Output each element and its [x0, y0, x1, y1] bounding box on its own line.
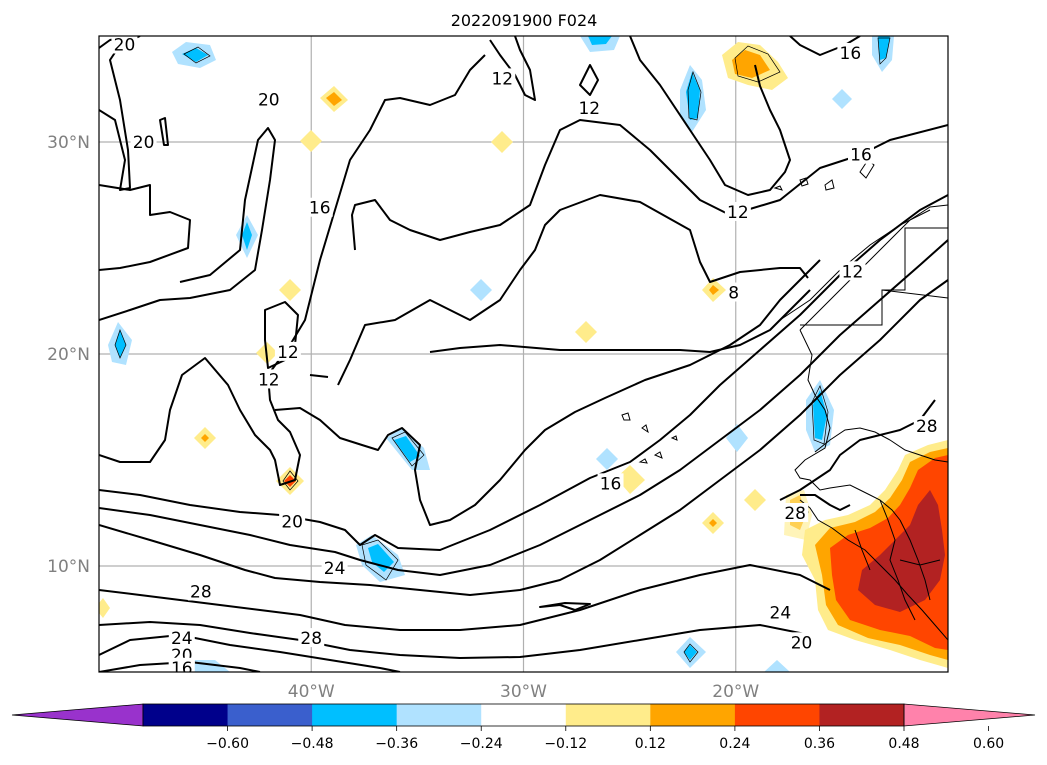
colorbar-tick-label-2: −0.36 [375, 736, 418, 752]
contour-label-bg-9 [839, 261, 866, 281]
colorbar-segment-8 [819, 704, 905, 726]
contour-label-3: 12 [491, 69, 513, 89]
contour-label-bg-14 [913, 416, 940, 436]
contour-label-bg-11 [274, 341, 301, 361]
colorbar-extend-high [903, 703, 1036, 727]
contour-label-bg-21 [298, 628, 325, 648]
contour-label-11: 12 [277, 343, 299, 363]
colorbar-tick-label-3: −0.24 [460, 736, 503, 752]
contour-label-bg-15 [279, 511, 306, 531]
colorbar-tick-label-9: 0.60 [973, 736, 1004, 752]
colorbar-tick-label-4: −0.12 [544, 736, 587, 752]
contour-label-bg-5 [837, 42, 864, 62]
shading-outlines [114, 37, 891, 663]
colorbar-tick-label-5: 0.12 [635, 736, 666, 752]
contour-label-bg-24 [168, 657, 195, 672]
map-panel: 20 20 20 12 12 16 16 12 16 12 8 12 12 16 28 20 28 24 28 24 2… [47, 35, 949, 702]
contour-label-16: 28 [784, 504, 806, 524]
contour-label-bg-10 [726, 282, 742, 302]
contour-label-bg-2 [255, 89, 282, 109]
contour-label-bg-7 [724, 201, 751, 221]
colorbar-segment-6 [650, 704, 736, 726]
contour-label-19: 24 [770, 604, 792, 624]
contour-label-21: 28 [300, 629, 322, 649]
contour-label-bg-16 [782, 503, 809, 522]
contour-label-8: 16 [309, 199, 331, 219]
colorbar-segment-7 [734, 704, 820, 726]
chart-title: 2022091900 F024 [451, 11, 598, 30]
contour-label-0: 20 [114, 35, 136, 55]
contour-label-bg-4 [576, 98, 603, 118]
contour-label-bg-12 [255, 369, 282, 389]
map-frame [98, 35, 949, 673]
colorbar-tick-label-7: 0.36 [804, 736, 835, 752]
contour-label-20: 24 [171, 629, 193, 649]
contour-label-bg-20 [168, 628, 195, 648]
contour-label-10: 8 [728, 284, 739, 304]
contour-label-13: 16 [600, 474, 622, 494]
colorbar-segment-1 [227, 704, 313, 726]
lat-tick-label-2: 10°N [47, 557, 90, 577]
contour-label-bg-3 [489, 68, 516, 88]
colorbar-segment-2 [312, 704, 398, 726]
lon-tick-label-2: 20°W [712, 682, 759, 702]
contour-label-7: 12 [727, 203, 749, 223]
colorbar-segment-0 [143, 704, 229, 726]
colorbar-segment-3 [396, 704, 482, 726]
longitude-labels: 40°W 30°W 20°W [288, 682, 760, 702]
lat-tick-label-0: 30°N [47, 133, 90, 153]
lon-tick-label-1: 30°W [500, 682, 547, 702]
coastlines [621, 159, 948, 641]
contour-label-bg-1 [130, 132, 157, 151]
lon-tick-label-0: 40°W [288, 682, 335, 702]
contour-label-17: 24 [324, 559, 346, 579]
contour-label-bg-13 [597, 473, 624, 493]
contour-label-bg-19 [767, 602, 794, 622]
contour-label-1: 20 [133, 133, 155, 153]
shade-region-darkred [858, 490, 945, 612]
contour-labels: 20 20 20 12 12 16 16 12 16 12 8 12 12 16 28 20 28 24 28 24 2… [111, 35, 940, 679]
contour-label-bg-18 [187, 581, 214, 601]
colorbar-outline [142, 703, 905, 727]
contour-label-4: 12 [578, 99, 600, 119]
contour-label-2: 20 [258, 91, 280, 111]
contour-label-5: 16 [840, 44, 862, 64]
contour-label-23: 20 [791, 633, 813, 653]
contour-label-bg-23 [788, 632, 815, 652]
contour-label-bg-8 [306, 197, 333, 217]
contour-label-bg-0 [111, 36, 138, 54]
contour-label-24: 16 [171, 659, 193, 679]
contour-label-18: 28 [190, 582, 212, 602]
contour-label-9: 12 [842, 262, 864, 282]
latitude-labels: 30°N 20°N 10°N [47, 133, 90, 577]
colorbar-tick-label-6: 0.24 [719, 736, 750, 752]
colorbar-tick-label-1: −0.48 [291, 736, 334, 752]
contour-label-12: 12 [258, 370, 280, 390]
colorbar-tick-label-0: −0.60 [206, 736, 249, 752]
contour-label-15: 20 [281, 512, 303, 532]
shading-positive-africa [784, 440, 948, 668]
contour-label-bg-17 [321, 558, 348, 578]
colorbar: −0.60 −0.48 −0.36 −0.24 −0.12 0.12 0.24 0.36 0.4… [11, 703, 1036, 752]
colorbar-extend-low [11, 703, 144, 727]
contour-lines [99, 36, 948, 672]
colorbar-segment-4 [481, 704, 567, 726]
contour-label-6: 16 [850, 146, 872, 166]
colorbar-tick-label-8: 0.48 [888, 736, 919, 752]
contour-label-14: 28 [916, 417, 938, 437]
lat-tick-label-1: 20°N [47, 345, 90, 365]
contour-label-bg-6 [847, 144, 874, 164]
colorbar-segment-5 [565, 704, 651, 726]
